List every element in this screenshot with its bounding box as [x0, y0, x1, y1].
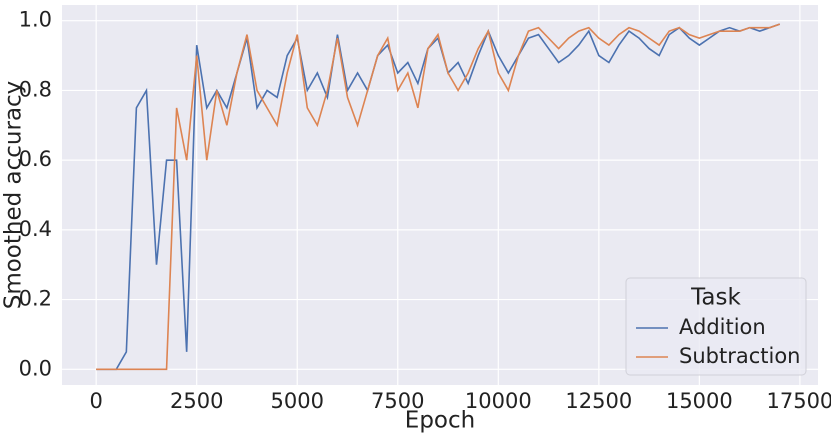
x-axis-label: Epoch — [405, 408, 475, 434]
data-line — [96, 23, 781, 371]
y-tick-label: 0.4 — [19, 217, 52, 241]
y-tick-label: 0.2 — [19, 287, 52, 311]
x-tick-label: 12500 — [565, 389, 632, 413]
x-tick-label: 0 — [89, 389, 102, 413]
legend-label: Addition — [679, 315, 766, 339]
y-tick-label: 0.0 — [19, 356, 52, 380]
y-tick-label: 0.8 — [19, 77, 52, 101]
legend-title: Task — [690, 285, 741, 311]
y-axis-label: Smoothed accuracy — [1, 81, 27, 310]
legend-label: Subtraction — [679, 344, 800, 368]
x-tick-label: 7500 — [371, 389, 424, 413]
x-tick-label: 5000 — [271, 389, 324, 413]
y-tick-label: 1.0 — [19, 8, 52, 32]
legend-box — [625, 277, 807, 376]
data-line — [96, 23, 781, 371]
x-tick-label: 10000 — [465, 389, 532, 413]
x-tick-label: 15000 — [666, 389, 733, 413]
x-tick-label: 17500 — [766, 389, 831, 413]
x-tick-label: 2500 — [170, 389, 223, 413]
y-tick-label: 0.6 — [19, 147, 52, 171]
